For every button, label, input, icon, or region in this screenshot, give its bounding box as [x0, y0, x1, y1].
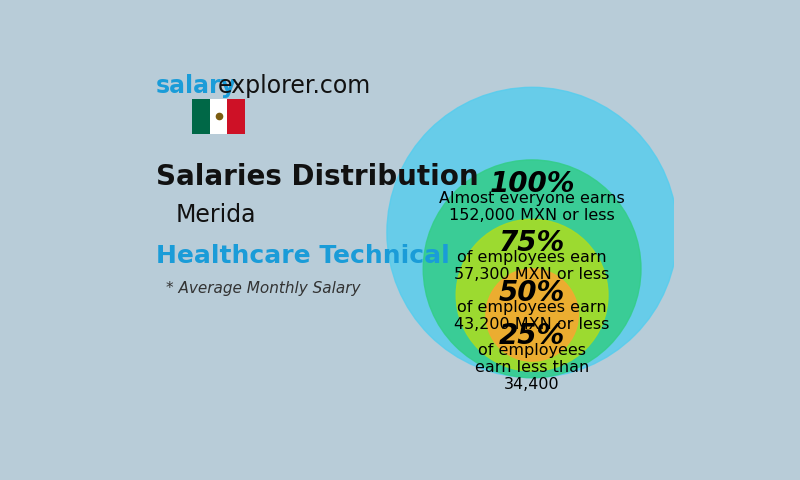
Text: 25%: 25%: [499, 322, 566, 349]
Circle shape: [486, 269, 578, 361]
Text: 75%: 75%: [499, 229, 566, 257]
Text: of employees earn: of employees earn: [458, 300, 607, 315]
FancyBboxPatch shape: [210, 99, 227, 133]
Circle shape: [423, 160, 641, 378]
Circle shape: [387, 87, 678, 378]
Circle shape: [456, 219, 608, 371]
Text: Almost everyone earns: Almost everyone earns: [439, 191, 625, 206]
Text: 152,000 MXN or less: 152,000 MXN or less: [450, 208, 615, 223]
Text: Healthcare Technical: Healthcare Technical: [156, 244, 450, 268]
Text: 57,300 MXN or less: 57,300 MXN or less: [454, 267, 610, 282]
Text: 100%: 100%: [490, 170, 575, 198]
Text: 43,200 MXN or less: 43,200 MXN or less: [454, 317, 610, 332]
Text: earn less than: earn less than: [475, 360, 590, 375]
Text: salary: salary: [156, 74, 237, 98]
Text: 50%: 50%: [499, 279, 566, 307]
Text: Salaries Distribution: Salaries Distribution: [156, 163, 478, 191]
Text: Merida: Merida: [176, 203, 256, 227]
Text: 34,400: 34,400: [504, 377, 560, 392]
Text: of employees: of employees: [478, 343, 586, 358]
Text: of employees earn: of employees earn: [458, 251, 607, 265]
FancyBboxPatch shape: [192, 99, 210, 133]
Text: * Average Monthly Salary: * Average Monthly Salary: [166, 281, 360, 296]
FancyBboxPatch shape: [227, 99, 245, 133]
Text: explorer.com: explorer.com: [218, 74, 370, 98]
